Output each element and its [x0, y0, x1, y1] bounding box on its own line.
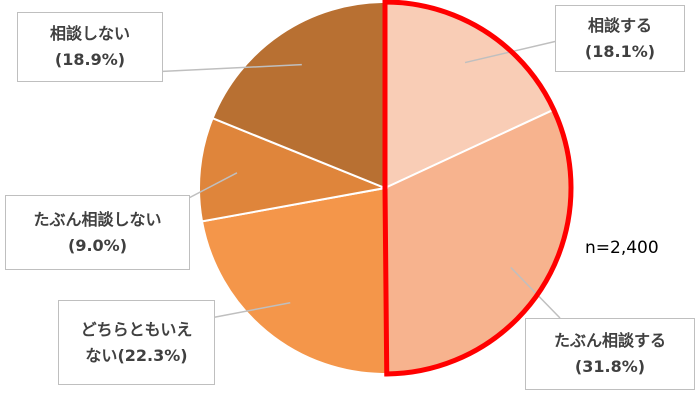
- highlight-outline: [382, 0, 574, 377]
- slice: [200, 186, 388, 375]
- leader-line: [149, 63, 302, 73]
- slice-label: 相談する: [587, 15, 652, 35]
- callout: 相談する (18.1%): [555, 5, 685, 72]
- callout: どちらともいえない(22.3%): [58, 300, 215, 385]
- value-label: (31.8%): [574, 357, 646, 376]
- slice-label: どちらともいえない: [80, 319, 193, 365]
- value-label: (18.9%): [54, 50, 126, 69]
- slice: [198, 116, 389, 223]
- leader-line: [510, 266, 561, 319]
- slice-label: たぶん相談しない: [33, 209, 162, 229]
- callout: 相談しない (18.9%): [17, 12, 163, 82]
- slice-label: 相談しない: [49, 24, 130, 43]
- value-label: (18.1%): [584, 41, 656, 61]
- leader-line: [199, 301, 291, 321]
- callout: たぶん相談しない (9.0%): [5, 195, 190, 270]
- slice: [211, 0, 386, 190]
- slice-label: たぶん相談する: [553, 331, 666, 350]
- annotation: n=2,400: [585, 238, 659, 258]
- callout: たぶん相談する (31.8%): [525, 318, 695, 390]
- value-label: (9.0%): [68, 235, 127, 255]
- value-label: (22.3%): [117, 345, 188, 365]
- leader-line: [184, 172, 238, 201]
- leader-line: [464, 37, 571, 64]
